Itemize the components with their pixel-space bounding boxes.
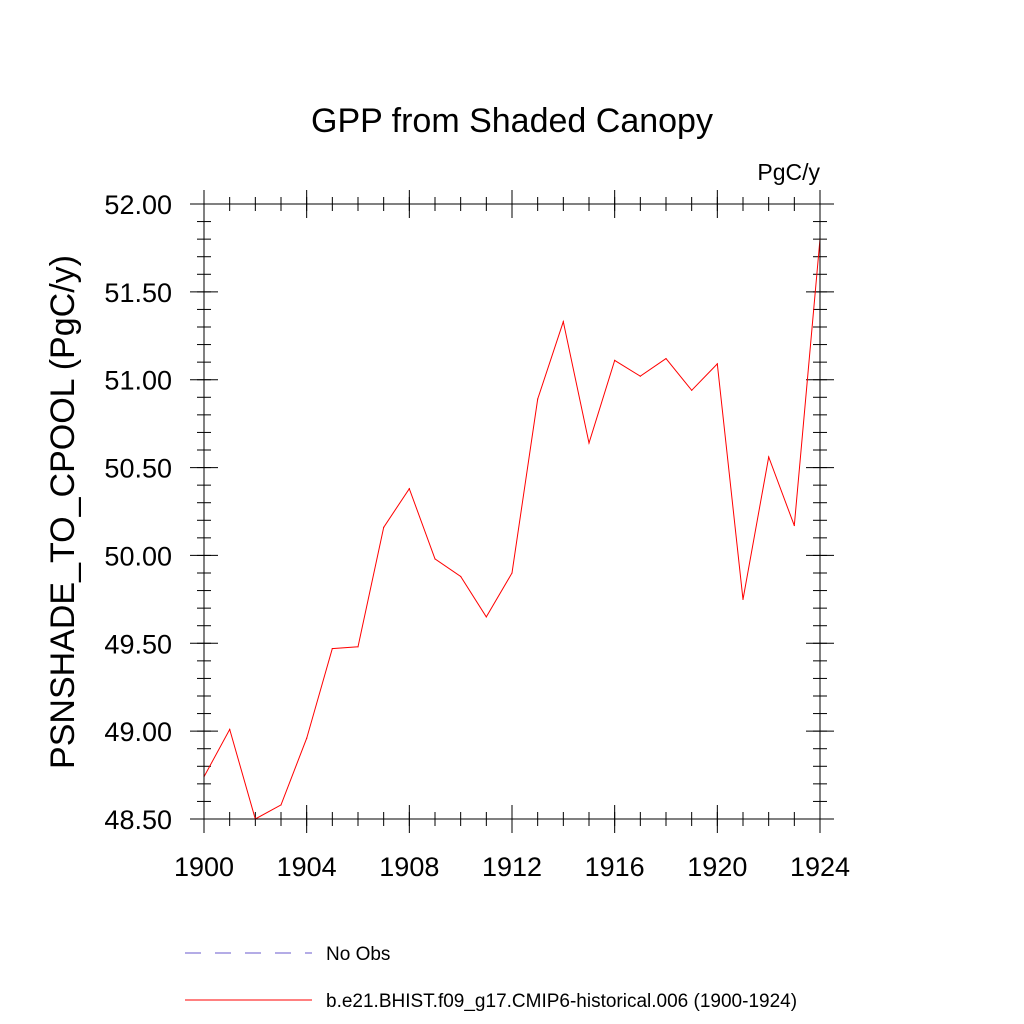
chart-title: GPP from Shaded Canopy [311,102,713,140]
y-tick-labels: 48.50 49.00 49.50 50.00 50.50 51.00 51.50 52.00 [104,190,172,835]
x-tick-label: 1920 [687,852,747,882]
data-point [280,804,282,806]
series-line [203,239,821,820]
data-point [537,398,539,400]
plot-frame [203,203,821,820]
data-point [614,359,616,361]
y-tick-label: 50.00 [104,541,172,571]
data-point [562,321,564,323]
data-point [588,442,590,444]
tick-marks [190,190,834,833]
data-point [793,524,795,527]
data-point [742,598,744,600]
data-point [306,737,308,739]
y-axis-label: PSNSHADE_TO_CPOOL (PgC/y) [44,255,82,769]
data-point [511,572,513,574]
data-point [691,389,693,391]
x-tick-label: 1904 [277,852,337,882]
legend: No Obs b.e21.BHIST.f09_g17.CMIP6-histori… [185,944,797,1012]
x-tick-label: 1900 [174,852,234,882]
data-point [434,558,436,560]
data-point [357,646,359,648]
y-tick-label: 52.00 [104,190,172,220]
x-tick-labels: 1900 1904 1908 1912 1916 1920 1924 [174,852,850,882]
y-tick-label: 51.50 [104,278,172,308]
legend-label-historical: b.e21.BHIST.f09_g17.CMIP6-historical.006… [326,991,797,1012]
x-tick-label: 1908 [379,852,439,882]
y-tick-label: 51.00 [104,366,172,396]
data-point [665,358,667,360]
data-point [229,728,231,730]
data-point [408,488,410,490]
x-tick-label: 1924 [790,852,850,882]
data-point [768,456,770,458]
data-point [460,575,462,578]
series-group [203,238,821,820]
data-point [331,647,333,650]
data-point [485,616,487,618]
data-point [383,526,385,528]
x-tick-label: 1916 [585,852,645,882]
y-tick-label: 49.00 [104,717,172,747]
legend-label-no-obs: No Obs [326,944,390,965]
y-tick-label: 49.50 [104,629,172,659]
y-tick-label: 50.50 [104,454,172,484]
data-point [716,363,718,365]
data-point [639,375,641,377]
x-tick-label: 1912 [482,852,542,882]
y-tick-label: 48.50 [104,805,172,835]
units-label: PgC/y [757,159,820,185]
